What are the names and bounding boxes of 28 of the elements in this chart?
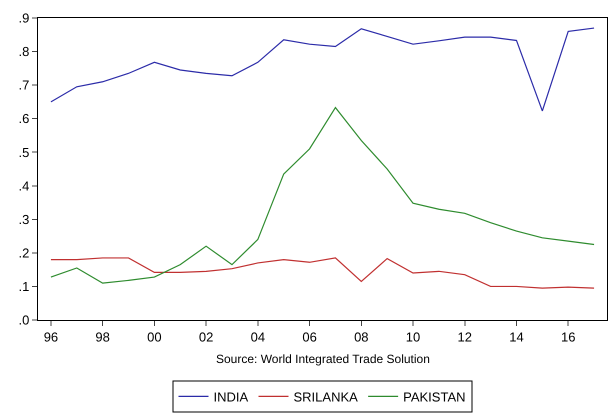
legend-label: SRILANKA bbox=[294, 389, 358, 404]
x-tick-label: 04 bbox=[250, 330, 266, 345]
x-tick-label: 16 bbox=[560, 330, 576, 345]
y-tick-label: .6 bbox=[18, 111, 30, 126]
line-series bbox=[50, 27, 595, 112]
y-tick-label: .9 bbox=[18, 10, 30, 26]
y-tick-label: .2 bbox=[18, 245, 30, 260]
y-tick-label: .8 bbox=[18, 44, 30, 60]
source-note: Source: World Integrated Trade Solution bbox=[216, 352, 430, 366]
x-tick-label: 10 bbox=[406, 330, 420, 345]
y-tick-label: .4 bbox=[18, 178, 30, 194]
x-tick-label: 06 bbox=[302, 330, 317, 345]
x-tick-label: 08 bbox=[354, 330, 369, 345]
line-series bbox=[50, 257, 595, 289]
x-tick-label: 14 bbox=[509, 330, 524, 345]
x-tick-label: 12 bbox=[458, 330, 472, 345]
legend-label: INDIA bbox=[214, 389, 248, 404]
x-tick-label: 98 bbox=[95, 330, 110, 345]
x-tick-label: 96 bbox=[44, 330, 58, 345]
x-tick-label: 00 bbox=[147, 330, 162, 345]
y-tick-label: .1 bbox=[18, 278, 30, 294]
y-tick-label: .0 bbox=[18, 312, 30, 328]
legend-label: PAKISTAN bbox=[403, 389, 466, 404]
x-tick-label: 02 bbox=[198, 330, 214, 345]
y-tick-label: .7 bbox=[18, 78, 30, 93]
y-tick-label: .5 bbox=[18, 144, 30, 160]
line-series bbox=[50, 106, 595, 284]
y-tick-label: .3 bbox=[18, 212, 30, 227]
